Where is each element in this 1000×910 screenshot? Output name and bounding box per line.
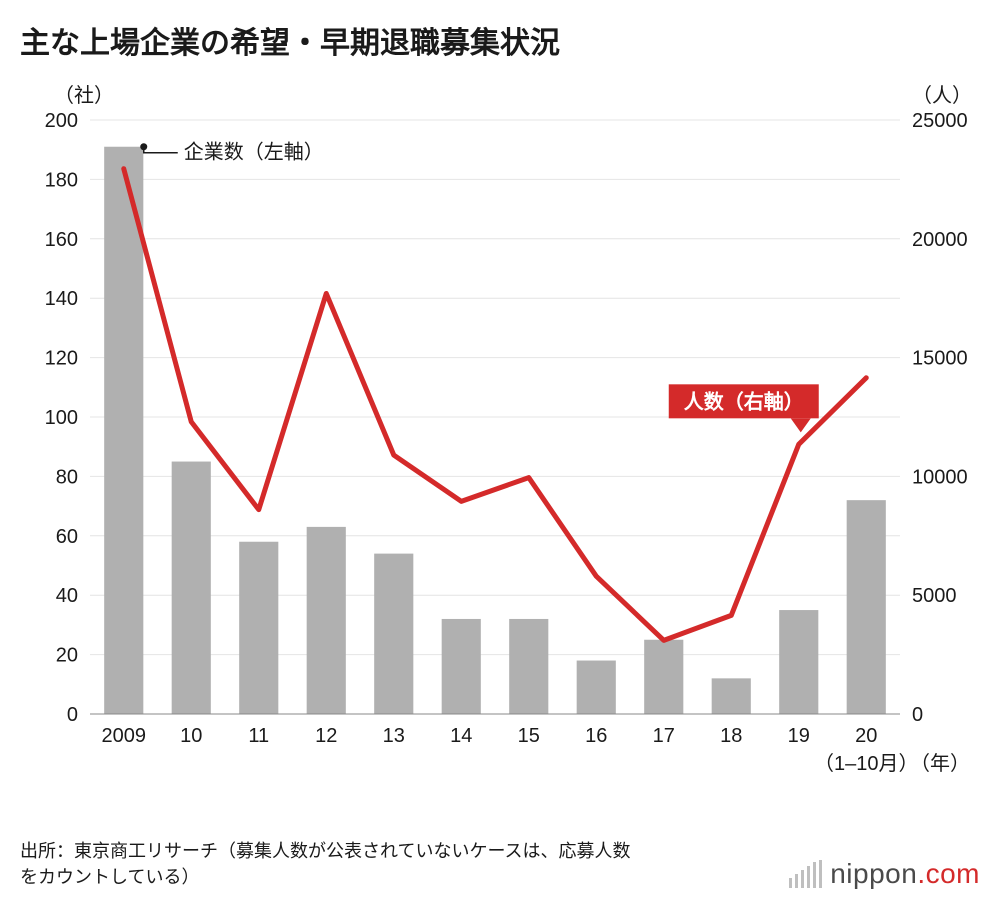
bar xyxy=(172,462,211,714)
left-tick-label: 40 xyxy=(56,585,78,607)
bar xyxy=(104,147,143,714)
left-tick-label: 140 xyxy=(45,288,78,310)
logo-bars-icon xyxy=(789,860,822,888)
bar xyxy=(374,554,413,714)
bar xyxy=(847,500,886,714)
chart-container: 0 20 40 60 80 100 120 140 160 180 200 0 5000 10000 150… xyxy=(20,72,980,792)
bar-legend-pointer xyxy=(144,147,178,153)
right-tick-label: 15000 xyxy=(912,348,968,370)
x-tick-label: 14 xyxy=(450,725,472,747)
left-tick-label: 160 xyxy=(45,229,78,251)
bar xyxy=(509,619,548,714)
left-tick-label: 200 xyxy=(45,110,78,132)
x-axis-unit: （年） xyxy=(910,752,970,775)
right-tick-label: 25000 xyxy=(912,110,968,132)
x-tick-label: 18 xyxy=(720,725,742,747)
left-tick-label: 100 xyxy=(45,407,78,429)
bar xyxy=(442,619,481,714)
brand-logo: nippon.com xyxy=(789,858,980,890)
line-legend-text: 人数（右軸） xyxy=(684,389,804,413)
bar-legend-text: 企業数（左軸） xyxy=(184,141,324,164)
x-tick-label: 15 xyxy=(518,725,540,747)
x-tick-label: 17 xyxy=(653,725,675,747)
right-tick-label: 10000 xyxy=(912,466,968,488)
x-tick-label: 13 xyxy=(383,725,405,747)
bar xyxy=(644,640,683,714)
right-tick-label: 0 xyxy=(912,704,923,726)
x-tick-label: 16 xyxy=(585,725,607,747)
bar xyxy=(307,527,346,714)
left-tick-label: 60 xyxy=(56,526,78,548)
x-tick-label: 20 xyxy=(855,725,877,747)
right-axis-unit: （人） xyxy=(912,84,972,107)
x-tick-label: 11 xyxy=(248,725,269,747)
logo-text: nippon.com xyxy=(830,858,980,890)
bar-legend-dot xyxy=(140,143,147,150)
left-tick-label: 20 xyxy=(56,645,78,667)
x-sublabel: （1–10月） xyxy=(814,752,919,775)
bar xyxy=(239,542,278,714)
x-tick-label: 19 xyxy=(788,725,810,747)
line-legend-pointer-icon xyxy=(791,418,811,432)
x-tick-label: 10 xyxy=(180,725,202,747)
left-tick-label: 80 xyxy=(56,466,78,488)
bar xyxy=(577,661,616,714)
source-note: 出所：東京商工リサーチ（募集人数が公表されていないケースは、応募人数をカウントし… xyxy=(20,838,640,890)
chart-title: 主な上場企業の希望・早期退職募集状況 xyxy=(20,18,560,62)
right-tick-label: 20000 xyxy=(912,229,968,251)
x-tick-label: 2009 xyxy=(102,725,147,747)
left-tick-label: 180 xyxy=(45,169,78,191)
left-tick-label: 120 xyxy=(45,348,78,370)
left-axis-unit: （社） xyxy=(54,84,114,107)
chart-svg: 0 20 40 60 80 100 120 140 160 180 200 0 5000 10000 150… xyxy=(20,72,980,792)
x-tick-label: 12 xyxy=(315,725,337,747)
bar xyxy=(712,678,751,714)
bar xyxy=(779,610,818,714)
left-tick-label: 0 xyxy=(67,704,78,726)
right-tick-label: 5000 xyxy=(912,585,957,607)
